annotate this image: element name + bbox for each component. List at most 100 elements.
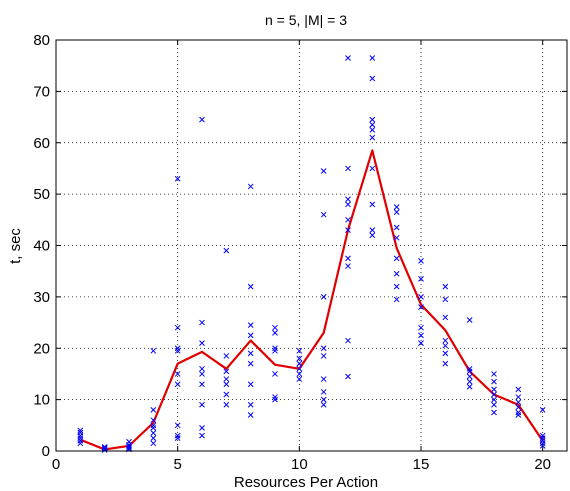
- y-tick-label: 30: [33, 289, 50, 306]
- data-point-marker: [369, 116, 376, 123]
- data-point-marker: [393, 296, 400, 303]
- data-point-marker: [418, 324, 424, 331]
- data-point-marker: [345, 196, 351, 203]
- x-tick-label: 0: [52, 456, 60, 473]
- data-point-marker: [174, 347, 181, 354]
- data-point-marker: [515, 394, 522, 400]
- data-point-marker: [393, 270, 400, 277]
- data-point-marker: [247, 283, 254, 290]
- data-point-marker: [515, 412, 522, 418]
- data-point-marker: [393, 234, 400, 241]
- data-point-marker: [539, 443, 546, 449]
- data-point-marker: [199, 381, 205, 388]
- data-point-marker: [150, 430, 157, 436]
- x-tick-label: 20: [534, 456, 551, 473]
- data-point-marker: [515, 404, 522, 411]
- data-point-marker: [369, 227, 376, 233]
- data-point-marker: [442, 283, 449, 290]
- x-tick-label: 15: [413, 456, 430, 473]
- data-point-marker: [77, 435, 84, 442]
- data-point-marker: [345, 263, 351, 269]
- data-point-marker: [345, 255, 351, 262]
- data-point-marker: [539, 435, 546, 442]
- data-point-marker: [320, 401, 327, 408]
- data-point-marker: [223, 381, 230, 388]
- data-point-marker: [466, 368, 473, 375]
- scatter-series: [77, 55, 546, 453]
- data-point-marker: [174, 371, 181, 377]
- data-point-marker: [199, 425, 205, 431]
- data-point-marker: [77, 440, 84, 447]
- data-point-marker: [539, 437, 546, 444]
- data-point-marker: [272, 396, 278, 403]
- data-point-marker: [320, 345, 327, 352]
- data-point-marker: [442, 296, 449, 303]
- y-tick-label: 80: [33, 32, 50, 49]
- data-point-marker: [466, 365, 473, 372]
- data-point-marker: [320, 353, 327, 359]
- data-point-marker: [272, 347, 278, 354]
- data-point-marker: [393, 224, 400, 231]
- data-point-marker: [369, 165, 376, 172]
- axis-ticks: [55, 39, 567, 452]
- data-point-marker: [174, 345, 181, 352]
- data-point-marker: [491, 396, 497, 403]
- y-tick-label: 20: [33, 340, 50, 357]
- data-point-marker: [272, 329, 278, 336]
- grid: [56, 40, 567, 451]
- data-point-marker: [77, 427, 84, 434]
- data-point-marker: [101, 444, 108, 450]
- data-point-marker: [272, 345, 278, 352]
- x-axis-title: Resources Per Action: [234, 474, 378, 491]
- data-point-marker: [247, 381, 254, 388]
- data-point-marker: [174, 435, 181, 442]
- data-point-marker: [174, 432, 181, 439]
- y-axis-title: t, sec: [7, 228, 24, 264]
- data-point-marker: [223, 376, 230, 382]
- data-point-marker: [223, 391, 230, 398]
- data-point-marker: [174, 422, 181, 429]
- data-point-marker: [272, 371, 278, 377]
- y-tick-label: 50: [33, 186, 50, 203]
- data-point-marker: [247, 332, 254, 339]
- data-point-marker: [345, 165, 351, 172]
- data-point-marker: [320, 211, 327, 218]
- data-point-marker: [101, 445, 108, 451]
- data-point-marker: [369, 134, 376, 141]
- data-point-marker: [345, 373, 351, 380]
- data-point-marker: [272, 394, 278, 400]
- data-point-marker: [466, 383, 473, 390]
- y-tick-label: 40: [33, 238, 50, 255]
- data-point-marker: [345, 227, 351, 233]
- data-point-marker: [369, 55, 376, 61]
- data-point-marker: [345, 201, 351, 208]
- data-point-marker: [150, 425, 157, 431]
- data-point-marker: [418, 304, 424, 311]
- data-point-marker: [150, 347, 157, 354]
- x-tick-label: 10: [291, 456, 308, 473]
- data-point-marker: [150, 422, 157, 429]
- data-point-marker: [320, 294, 327, 300]
- data-point-marker: [199, 401, 205, 408]
- data-point-marker: [369, 201, 376, 208]
- data-point-marker: [296, 371, 303, 377]
- data-point-marker: [369, 75, 376, 82]
- data-point-marker: [77, 429, 84, 436]
- data-point-marker: [345, 55, 351, 61]
- data-point-marker: [442, 314, 449, 321]
- data-point-marker: [199, 319, 205, 326]
- mean-line-series: [79, 149, 544, 451]
- data-point-marker: [247, 322, 254, 328]
- data-point-marker: [199, 365, 205, 372]
- data-point-marker: [247, 350, 254, 357]
- data-point-marker: [199, 371, 205, 377]
- data-point-marker: [418, 340, 424, 346]
- y-tick-label: 0: [42, 443, 50, 460]
- data-point-marker: [442, 350, 449, 357]
- data-point-marker: [126, 443, 132, 450]
- data-point-marker: [174, 175, 181, 182]
- data-point-marker: [539, 440, 546, 447]
- data-point-marker: [223, 247, 230, 254]
- chart-title: n = 5, |M| = 3: [265, 12, 347, 28]
